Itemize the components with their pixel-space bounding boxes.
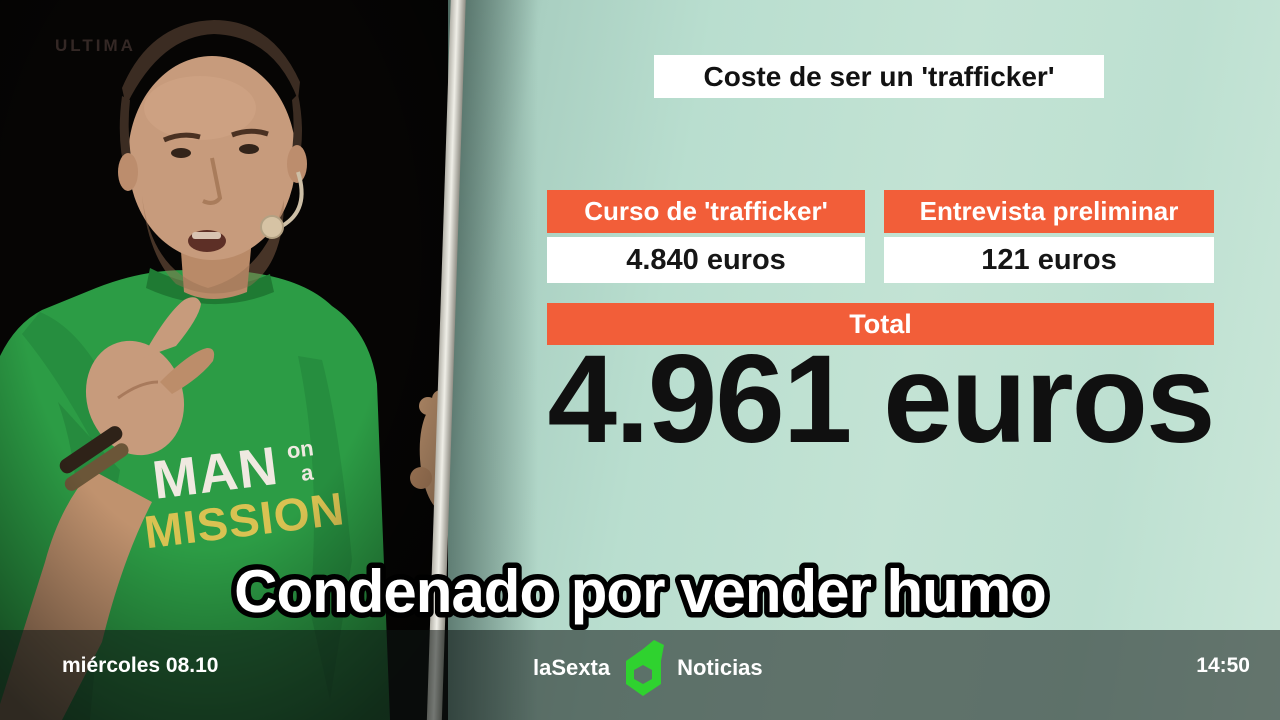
- ticker-clock: 14:50: [1196, 654, 1250, 677]
- cost-column-interview: Entrevista preliminar 121 euros: [884, 190, 1214, 283]
- caption-text: Condenado por vender humo: [234, 558, 1046, 625]
- cost-column-interview-header: Entrevista preliminar: [884, 190, 1214, 233]
- ticker-date: miércoles 08.10: [62, 654, 219, 677]
- program-name: Noticias: [677, 655, 763, 680]
- ticker-branding: laSexta Noticias: [533, 630, 763, 706]
- ticker-bar: miércoles 08.10 laSexta Noticias 14:50: [0, 630, 1280, 720]
- presenter-video-region: MAN on a MISSION: [0, 0, 456, 720]
- presentation-board: [448, 0, 1280, 720]
- cost-column-course-header: Curso de 'trafficker': [547, 190, 865, 233]
- cost-column-course-value: 4.840 euros: [547, 237, 865, 283]
- infographic-title: Coste de ser un 'trafficker': [654, 55, 1104, 98]
- cost-column-course: Curso de 'trafficker' 4.840 euros: [547, 190, 865, 283]
- channel-name: laSexta: [533, 655, 611, 680]
- lower-third-caption: Condenado por vender humo: [229, 553, 1053, 631]
- channel-watermark: ULTIMA: [55, 36, 136, 55]
- total-label-bar: Total: [547, 303, 1214, 345]
- cost-column-interview-value: 121 euros: [884, 237, 1214, 283]
- board-edge-shadow: [448, 0, 538, 720]
- lasexta-6-logo-icon: [626, 640, 665, 696]
- presenter-photo: MAN on a MISSION: [0, 0, 456, 720]
- total-value: 4.961 euros: [547, 330, 1216, 469]
